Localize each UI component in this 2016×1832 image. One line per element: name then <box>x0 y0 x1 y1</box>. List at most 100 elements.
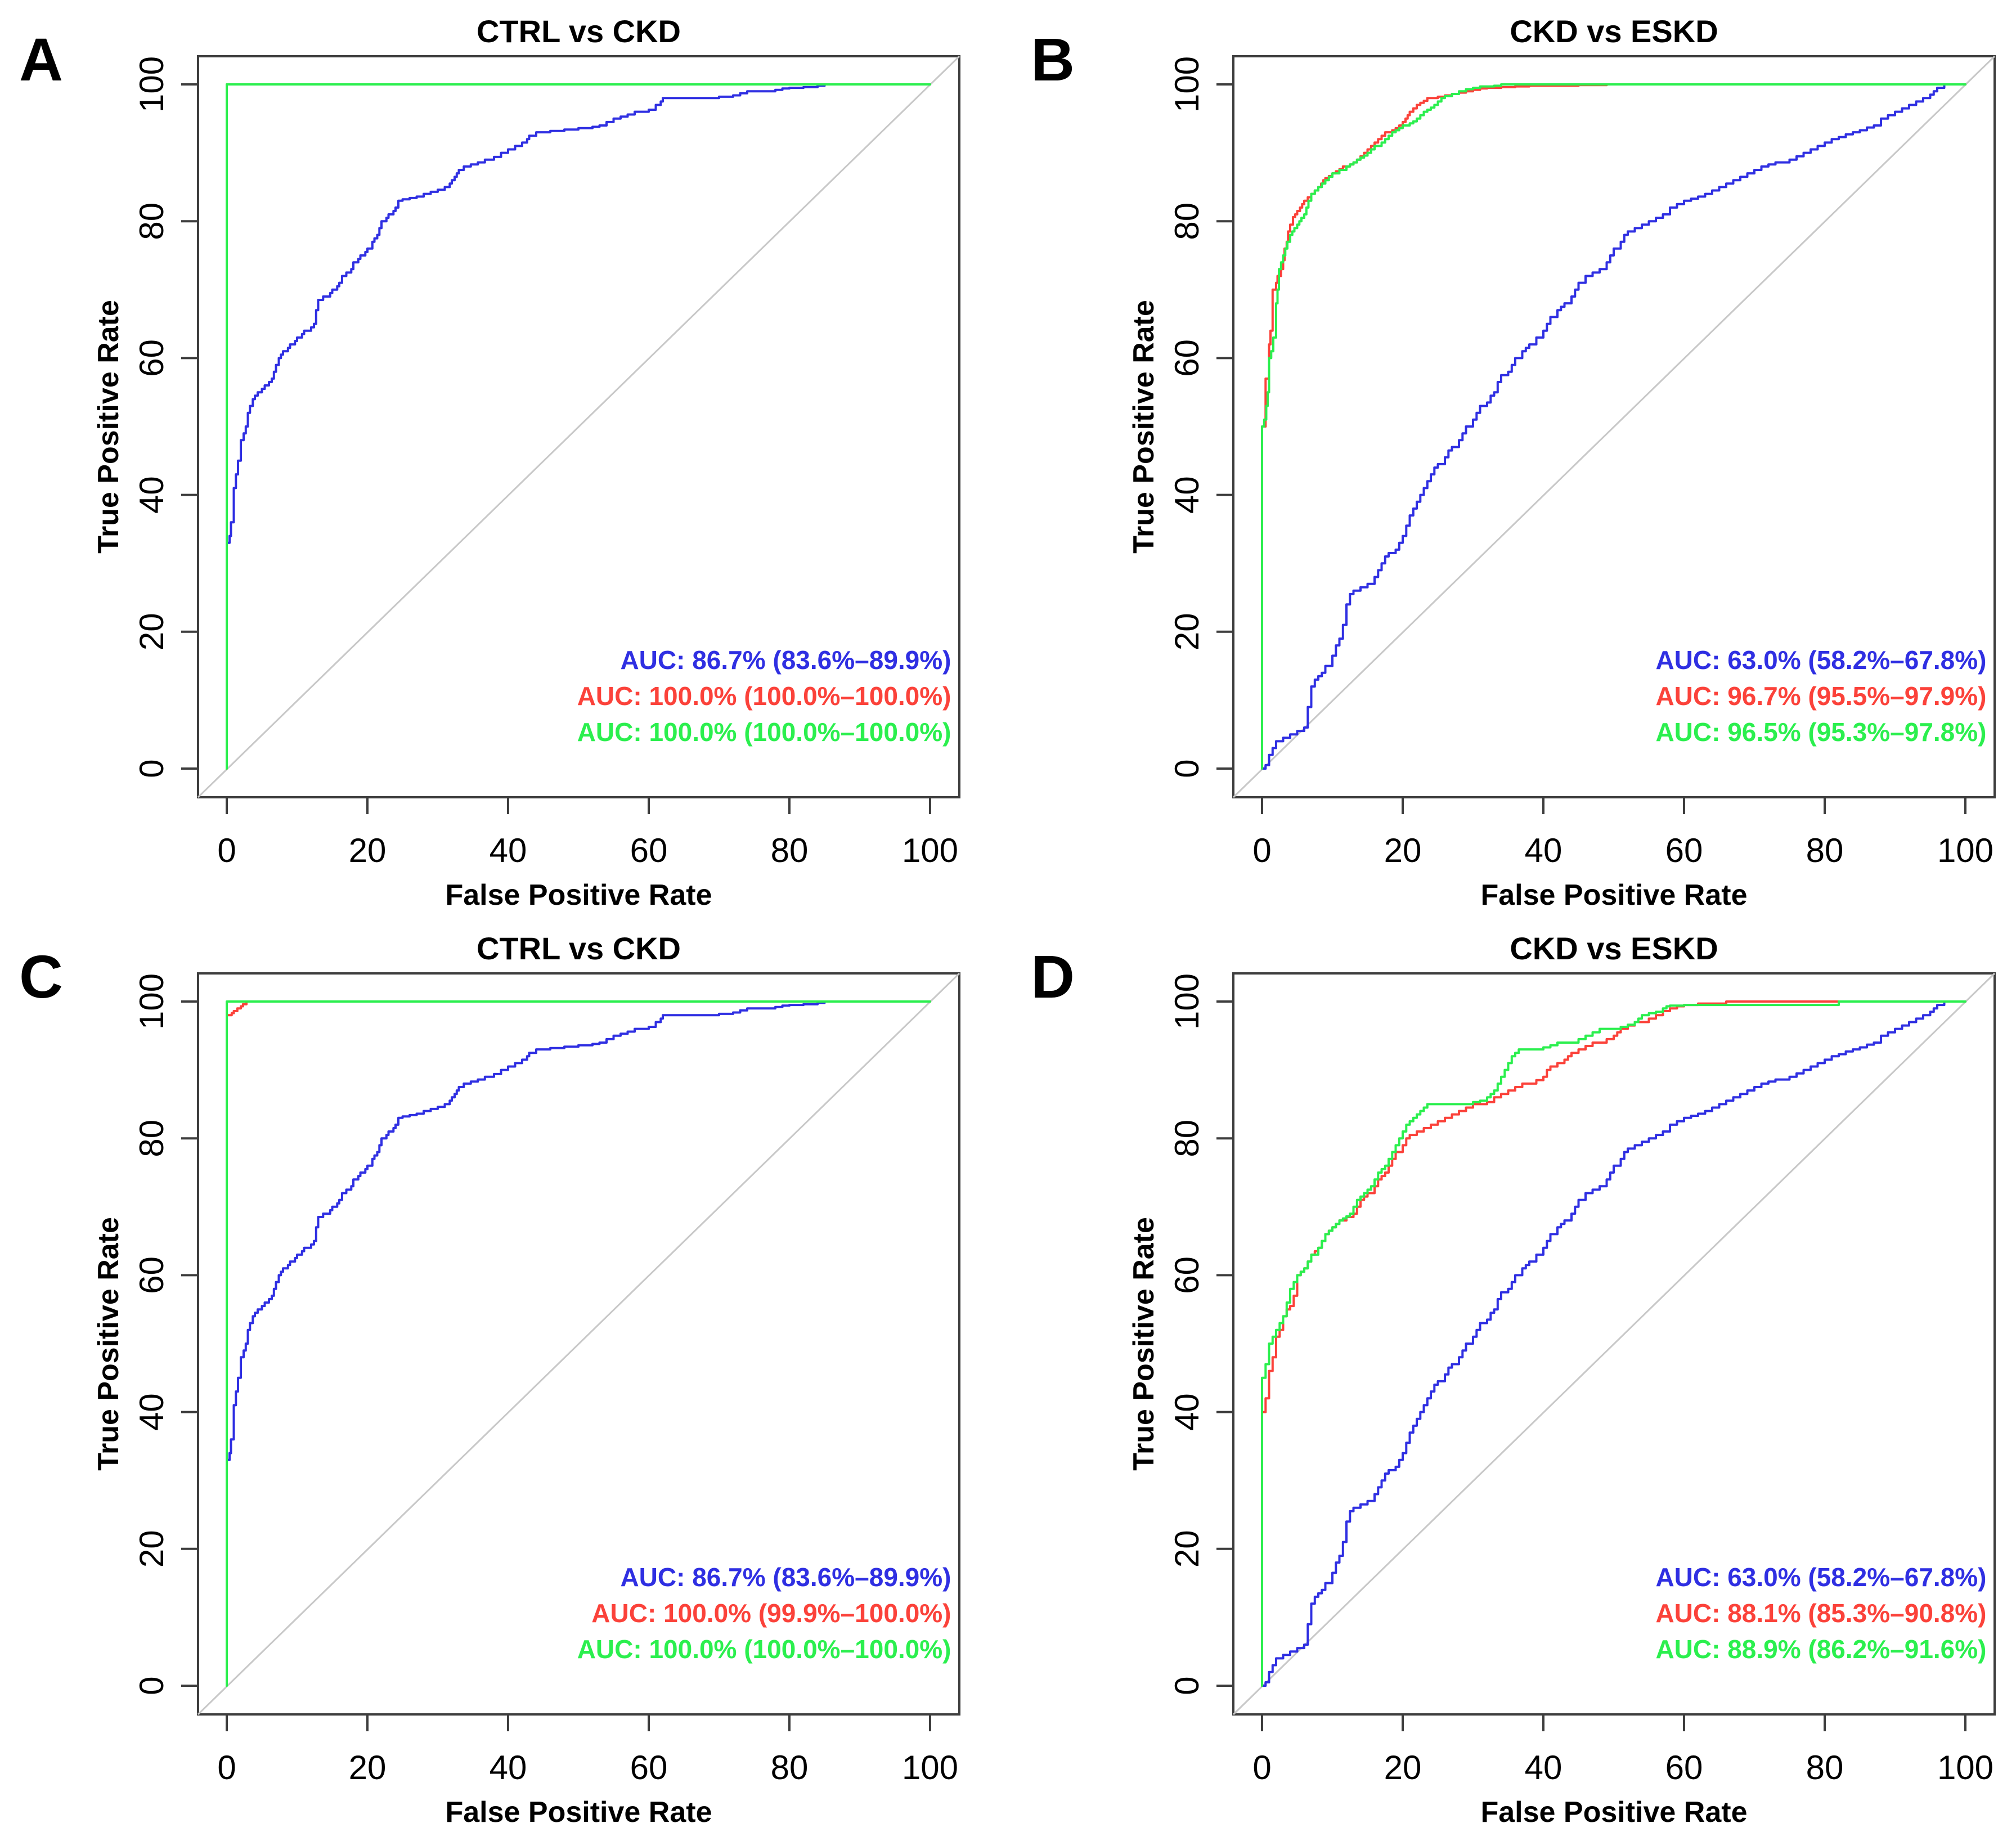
x-tick-label: 80 <box>1806 832 1844 869</box>
roc-chart-c: CTRL vs CKD 0 20 40 60 80 100 0 20 40 60 80 100 False… <box>92 931 960 1829</box>
y-tick-label: 20 <box>1168 613 1206 650</box>
x-tick-label: 100 <box>902 1749 958 1786</box>
x-tick-label: 80 <box>1806 1749 1844 1786</box>
roc-curve-blue <box>226 1000 931 1502</box>
legend-entry-red: AUC: 96.7% (95.5%–97.9%) <box>1655 681 1986 711</box>
diagonal-reference-line <box>197 972 960 1716</box>
x-tick-label: 40 <box>490 832 527 869</box>
y-tick-label: 80 <box>1168 1120 1206 1157</box>
y-tick-label: 80 <box>1168 203 1206 240</box>
y-tick-label: 60 <box>1168 339 1206 377</box>
plot-box <box>1232 972 1996 1716</box>
x-tick-label: 0 <box>217 832 236 869</box>
y-tick-label: 20 <box>1168 1530 1206 1568</box>
legend-entry-blue: AUC: 86.7% (83.6%–89.9%) <box>620 645 951 675</box>
legend-entry-green: AUC: 100.0% (100.0%–100.0%) <box>577 717 951 747</box>
panel-b-letter: B <box>1031 25 1075 93</box>
y-tick-label: 0 <box>1168 1676 1206 1695</box>
panel-d-letter: D <box>1031 942 1075 1011</box>
legend-entry-green: AUC: 88.9% (86.2%–91.6%) <box>1655 1635 1986 1664</box>
x-axis-label: False Positive Rate <box>446 1796 712 1829</box>
x-tick-label: 100 <box>902 832 958 869</box>
x-tick-label: 100 <box>1937 832 1993 869</box>
diagonal-reference-line <box>197 55 960 798</box>
y-tick-label: 60 <box>133 1256 170 1294</box>
x-axis-label: False Positive Rate <box>446 879 712 911</box>
y-tick-label: 40 <box>1168 1393 1206 1431</box>
roc-curve-blue <box>226 83 931 585</box>
x-tick-label: 80 <box>771 1749 809 1786</box>
x-tick-label: 0 <box>1252 1749 1271 1786</box>
y-tick-label: 100 <box>1168 973 1206 1030</box>
legend-entry-blue: AUC: 63.0% (58.2%–67.8%) <box>1655 645 1986 675</box>
x-tick-label: 60 <box>1665 832 1703 869</box>
y-tick-label: 60 <box>133 339 170 377</box>
y-tick-label: 100 <box>133 56 170 113</box>
y-tick-label: 0 <box>1168 759 1206 778</box>
plot-box <box>1232 55 1996 798</box>
y-tick-label: 20 <box>133 1530 170 1568</box>
y-tick-label: 60 <box>1168 1256 1206 1294</box>
y-tick-label: 0 <box>133 1676 170 1695</box>
x-tick-label: 60 <box>630 1749 668 1786</box>
roc-curve-blue <box>1261 83 1966 770</box>
x-tick-label: 20 <box>349 832 387 869</box>
x-axis-label: False Positive Rate <box>1481 879 1748 911</box>
x-tick-label: 80 <box>771 832 809 869</box>
x-tick-label: 100 <box>1937 1749 1993 1786</box>
legend-entry-green: AUC: 96.5% (95.3%–97.8%) <box>1655 717 1986 747</box>
roc-curve-red <box>226 1000 931 1030</box>
chart-title: CKD vs ESKD <box>1510 14 1718 49</box>
roc-chart-d: CKD vs ESKD 0 20 40 60 80 100 0 20 40 60 80 100 False… <box>1128 931 1996 1829</box>
panel-a-cell: A CTRL vs CKD 0 20 40 60 80 100 0 20 40 60 80 100 Fal… <box>0 0 1007 917</box>
legend-entry-green: AUC: 100.0% (100.0%–100.0%) <box>577 1635 951 1664</box>
x-tick-label: 0 <box>217 1749 236 1786</box>
y-tick-label: 40 <box>1168 476 1206 514</box>
chart-title: CKD vs ESKD <box>1510 931 1718 966</box>
legend-entry-red: AUC: 100.0% (99.9%–100.0%) <box>591 1598 951 1628</box>
y-tick-label: 100 <box>1168 56 1206 113</box>
y-tick-label: 40 <box>133 1393 170 1431</box>
legend-entry-blue: AUC: 63.0% (58.2%–67.8%) <box>1655 1562 1986 1592</box>
panel-b-cell: B CKD vs ESKD 0 20 40 60 80 100 0 20 40 60 80 100 Fal… <box>1007 0 2016 917</box>
y-tick-label: 20 <box>133 613 170 650</box>
x-tick-label: 60 <box>1665 1749 1703 1786</box>
y-axis-label: True Positive Rate <box>92 300 125 554</box>
x-tick-label: 20 <box>1384 1749 1422 1786</box>
y-axis-label: True Positive Rate <box>1128 300 1160 554</box>
y-tick-label: 80 <box>133 203 170 240</box>
panel-c-cell: C CTRL vs CKD 0 20 40 60 80 100 0 20 40 60 80 100 Fal… <box>0 917 1007 1832</box>
y-tick-label: 80 <box>133 1120 170 1157</box>
x-tick-label: 40 <box>490 1749 527 1786</box>
panel-a-letter: A <box>19 25 63 93</box>
legend-entry-red: AUC: 88.1% (85.3%–90.8%) <box>1655 1598 1986 1628</box>
y-axis-label: True Positive Rate <box>92 1217 125 1471</box>
y-tick-label: 100 <box>133 973 170 1030</box>
legend-entry-blue: AUC: 86.7% (83.6%–89.9%) <box>620 1562 951 1592</box>
x-tick-label: 0 <box>1252 832 1271 869</box>
x-tick-label: 60 <box>630 832 668 869</box>
panel-c-letter: C <box>19 942 63 1011</box>
y-axis-label: True Positive Rate <box>1128 1217 1160 1471</box>
roc-curve-green <box>226 1000 931 1687</box>
diagonal-reference-line <box>1232 55 1996 798</box>
x-tick-label: 20 <box>349 1749 387 1786</box>
roc-curve-blue <box>1261 1000 1966 1687</box>
y-tick-label: 0 <box>133 759 170 778</box>
diagonal-reference-line <box>1232 972 1996 1716</box>
x-tick-label: 20 <box>1384 832 1422 869</box>
y-tick-label: 40 <box>133 476 170 514</box>
x-tick-label: 40 <box>1525 832 1562 869</box>
legend-entry-red: AUC: 100.0% (100.0%–100.0%) <box>577 681 951 711</box>
roc-curve-green <box>1261 83 1966 770</box>
plot-box <box>197 55 960 798</box>
chart-title: CTRL vs CKD <box>477 931 681 966</box>
roc-chart-a: CTRL vs CKD 0 20 40 60 80 100 0 20 40 60 80 100 False… <box>92 14 960 911</box>
roc-curve-green <box>226 83 931 770</box>
roc-curve-green <box>1261 1000 1966 1687</box>
x-tick-label: 40 <box>1525 1749 1562 1786</box>
plot-box <box>197 972 960 1716</box>
x-axis-label: False Positive Rate <box>1481 1796 1748 1829</box>
chart-title: CTRL vs CKD <box>477 14 681 49</box>
